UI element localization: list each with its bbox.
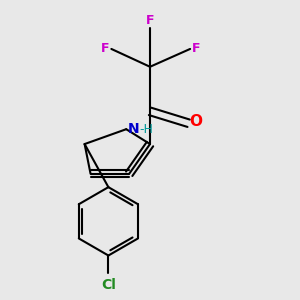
Text: F: F — [192, 42, 200, 56]
Text: N: N — [128, 122, 140, 136]
Text: O: O — [190, 114, 202, 129]
Text: Cl: Cl — [101, 278, 116, 292]
Text: -H: -H — [140, 123, 153, 136]
Text: F: F — [101, 42, 110, 56]
Text: F: F — [146, 14, 154, 27]
